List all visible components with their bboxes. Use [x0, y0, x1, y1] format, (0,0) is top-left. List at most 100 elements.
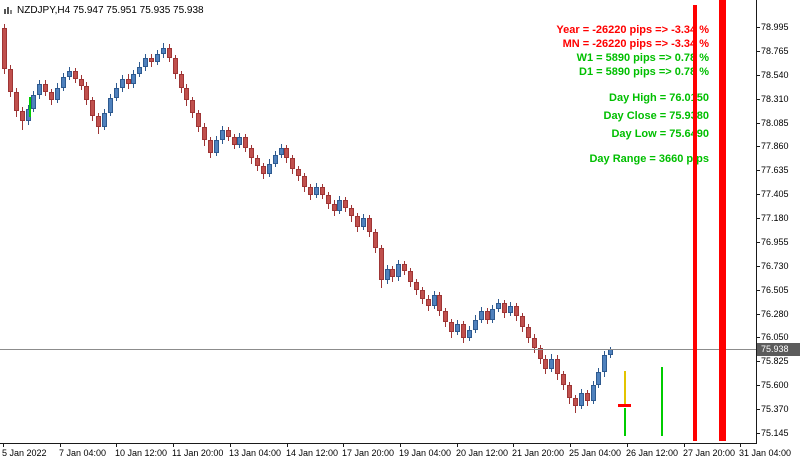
candle-body	[419, 290, 425, 299]
candle-body	[196, 112, 202, 127]
candle-body	[555, 358, 561, 375]
candle-body	[425, 298, 431, 306]
candle-body	[472, 319, 478, 331]
candle-body	[231, 137, 237, 145]
red-vertical-line-2[interactable]	[719, 0, 726, 441]
candle-body	[31, 95, 37, 109]
time-axis-tick	[457, 444, 458, 447]
candle-body	[443, 311, 449, 322]
candle-body	[13, 91, 19, 111]
candle-body	[313, 186, 319, 196]
candle-body	[272, 155, 278, 164]
price-axis-tick	[757, 123, 760, 124]
price-axis-tick	[757, 290, 760, 291]
candle-body	[390, 269, 396, 278]
candle-body	[131, 73, 137, 85]
time-axis-tick	[230, 444, 231, 447]
candle-body	[166, 47, 172, 59]
candle-body	[102, 112, 108, 127]
price-axis-label: 76.280	[761, 308, 789, 319]
current-price-badge: 75.938	[757, 343, 800, 356]
candle-body	[502, 302, 508, 314]
time-axis-label: 5 Jan 2022	[2, 448, 47, 458]
time-axis-label: 13 Jan 04:00	[229, 448, 282, 458]
red-level-tick[interactable]	[618, 404, 631, 407]
price-axis-tick	[757, 170, 760, 171]
symbol-ohlc-title: NZDJPY,H4 75.947 75.951 75.935 75.938	[17, 5, 204, 16]
time-axis-tick	[173, 444, 174, 447]
plot-area[interactable]: Year = -26220 pips => -3.34 % MN = -26220…	[0, 0, 757, 444]
price-axis-tick	[757, 194, 760, 195]
candle-body	[219, 129, 225, 141]
candle-body	[437, 295, 443, 312]
price-axis[interactable]: 75.938 78.995 78.765 78.540 78.310 78.085 77.…	[757, 0, 800, 444]
time-axis-label: 10 Jan 12:00	[115, 448, 168, 458]
candle-body	[37, 84, 43, 95]
price-axis-label: 77.180	[761, 213, 789, 224]
candle-body	[572, 397, 578, 407]
price-axis-tick	[757, 266, 760, 267]
price-axis-label: 76.730	[761, 260, 789, 271]
candle-body	[549, 358, 555, 370]
candle-body	[96, 116, 102, 127]
time-axis-tick	[513, 444, 514, 447]
candle-body	[302, 176, 308, 187]
time-axis[interactable]: 5 Jan 2022 7 Jan 04:00 10 Jan 12:00 11 Jan …	[0, 444, 800, 469]
candle-body	[90, 100, 96, 117]
price-axis-label: 76.505	[761, 284, 789, 295]
candle-body	[278, 147, 284, 156]
candle-body	[284, 147, 290, 159]
candle-body	[296, 168, 302, 177]
candle-body	[413, 281, 419, 291]
time-axis-tick	[740, 444, 741, 447]
candle-body	[561, 374, 567, 385]
candle-body	[484, 311, 490, 320]
price-axis-label: 76.050	[761, 332, 789, 343]
candle-body	[408, 271, 414, 282]
price-axis-tick	[757, 146, 760, 147]
candle-body	[319, 186, 325, 196]
candle-body	[43, 84, 49, 92]
time-axis-tick	[343, 444, 344, 447]
price-axis-label: 78.310	[761, 93, 789, 104]
indicator-annotation: W1 = 5890 pips => 0.78 %	[576, 52, 709, 64]
time-axis-label: 20 Jan 12:00	[456, 448, 509, 458]
yellow-day-marker[interactable]	[624, 371, 626, 405]
candle-body	[66, 70, 72, 78]
indicator-annotation: Day High = 76.0150	[609, 92, 709, 104]
candle-body	[378, 247, 384, 280]
indicator-annotation: Year = -26220 pips => -3.34 %	[556, 24, 709, 36]
green-day-marker-2[interactable]	[661, 367, 663, 436]
time-axis-tick	[60, 444, 61, 447]
candle-body	[602, 355, 608, 373]
time-axis-label: 11 Jan 20:00	[172, 448, 224, 458]
candle-body	[308, 186, 314, 196]
price-axis-label: 75.825	[761, 356, 789, 367]
candle-body	[543, 358, 549, 370]
candle-body	[349, 207, 355, 217]
price-axis-tick	[757, 242, 760, 243]
red-vertical-line-1[interactable]	[693, 5, 697, 441]
price-axis-tick	[757, 27, 760, 28]
candle-body	[149, 58, 155, 63]
candle-body	[249, 147, 255, 159]
green-marker-left[interactable]	[29, 97, 31, 117]
price-axis-tick	[757, 51, 760, 52]
green-day-marker-1[interactable]	[624, 408, 626, 436]
candle-body	[202, 126, 208, 141]
candle-body	[343, 200, 349, 208]
price-axis-label: 77.405	[761, 189, 789, 200]
price-axis-label: 78.765	[761, 45, 789, 56]
candle-body	[84, 85, 90, 101]
price-axis-tick	[757, 99, 760, 100]
time-axis-label: 26 Jan 12:00	[626, 448, 679, 458]
candle-body	[160, 47, 166, 54]
time-axis-label: 14 Jan 12:00	[286, 448, 339, 458]
candle-body	[366, 218, 372, 233]
indicator-annotation: MN = -26220 pips => -3.34 %	[562, 38, 709, 50]
candle-body	[54, 87, 60, 101]
candle-body	[143, 58, 149, 67]
price-axis-label: 75.600	[761, 380, 789, 391]
time-axis-label: 7 Jan 04:00	[59, 448, 107, 458]
candle-body	[260, 165, 266, 175]
